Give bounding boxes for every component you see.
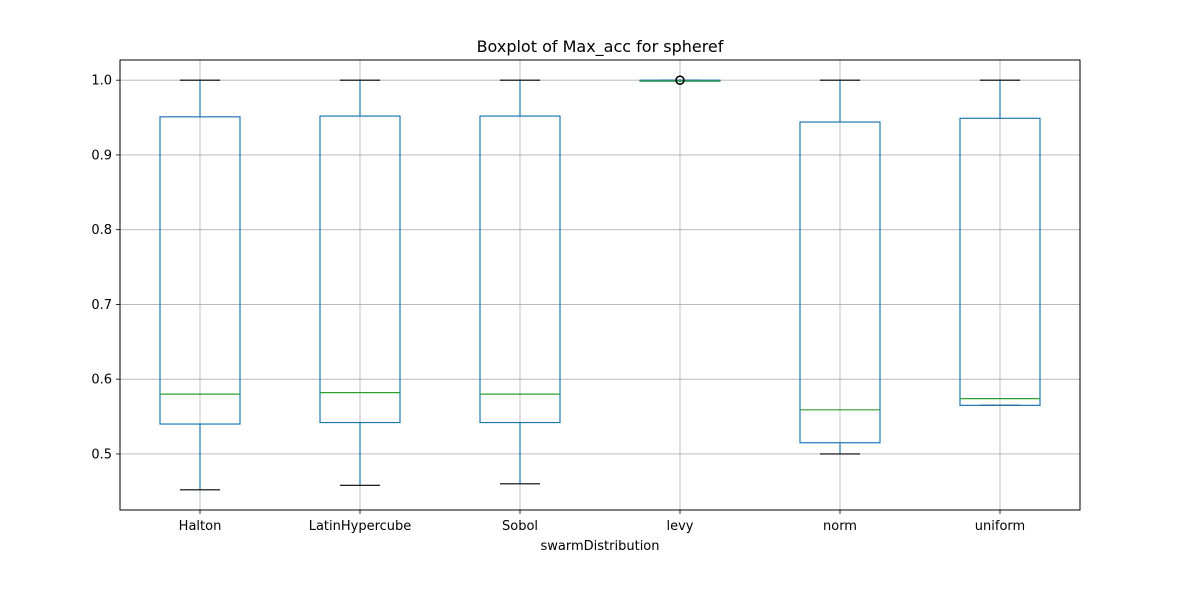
boxes: [159, 75, 1041, 491]
plot-frame: [119, 59, 1081, 511]
x-tick-label: Sobol: [502, 519, 538, 534]
iqr-box: [799, 121, 881, 444]
x-tick-label: Halton: [179, 519, 222, 534]
y-tick-label: 0.7: [91, 298, 112, 313]
y-tick-label: 1.0: [91, 74, 112, 89]
box-Sobol: [479, 79, 561, 485]
iqr-box: [959, 117, 1041, 406]
iqr-box: [479, 115, 561, 424]
iqr-box: [159, 116, 241, 425]
box-Halton: [159, 79, 241, 491]
y-tick-label: 0.8: [91, 223, 112, 238]
y-tick-label: 0.6: [91, 373, 112, 388]
x-tick-label: levy: [667, 519, 694, 534]
box-LatinHypercube: [319, 79, 401, 486]
chart-title: Boxplot of Max_acc for spheref: [477, 37, 724, 57]
box-levy: [639, 75, 721, 85]
x-tick-label: norm: [823, 519, 857, 534]
x-ticks: Halton LatinHypercube Sobol levy norm uniform: [179, 510, 1025, 534]
y-tick-label: 0.9: [91, 148, 112, 163]
x-tick-label: LatinHypercube: [309, 519, 412, 534]
y-tick-label: 0.5: [91, 447, 112, 462]
grid: [120, 60, 1080, 510]
outlier-point: [675, 75, 685, 85]
x-axis-label: swarmDistribution: [541, 539, 660, 554]
iqr-box: [319, 115, 401, 424]
box-norm: [799, 79, 881, 455]
box-uniform: [959, 79, 1041, 406]
x-tick-label: uniform: [975, 519, 1025, 534]
y-ticks: 0.5 0.6 0.7 0.8 0.9 1.0: [91, 74, 120, 462]
